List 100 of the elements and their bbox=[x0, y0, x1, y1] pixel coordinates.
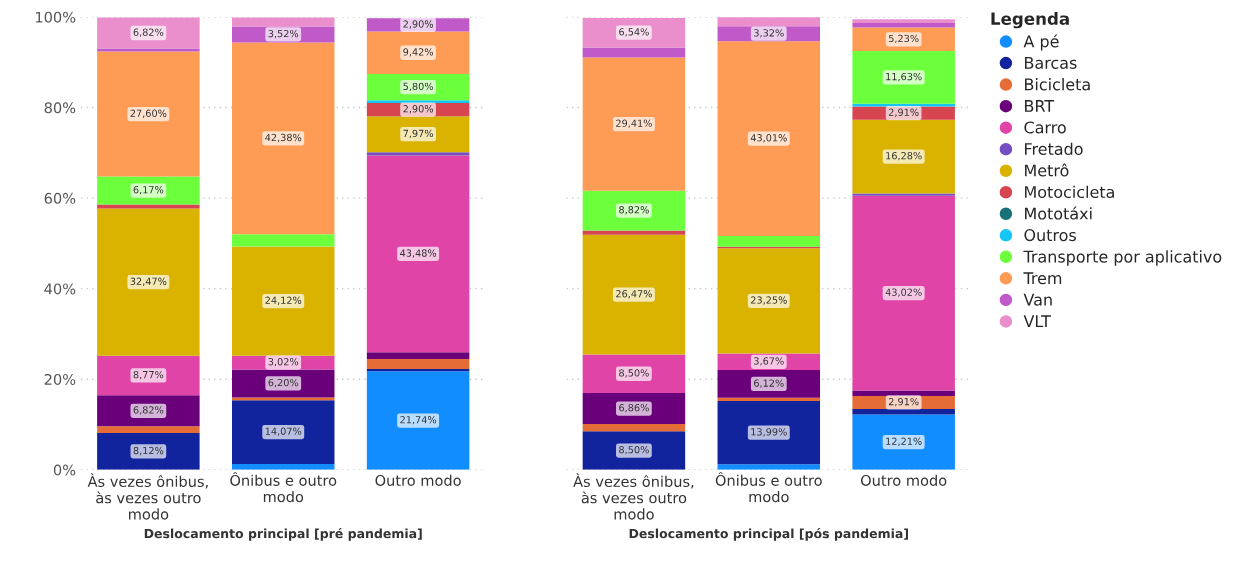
legend-title: Legenda bbox=[991, 12, 1069, 29]
bar bbox=[582, 47, 686, 58]
data-label: 8,82% bbox=[619, 206, 649, 215]
data-label: 27,60% bbox=[130, 109, 167, 118]
data-label: 6,54% bbox=[619, 28, 649, 37]
data-label: 6,17% bbox=[133, 186, 164, 195]
bar bbox=[366, 31, 470, 75]
data-label: 13,99% bbox=[751, 428, 787, 437]
data-label: 8,50% bbox=[619, 369, 649, 378]
data-label: 2,91% bbox=[888, 108, 919, 117]
data-label: 2,90% bbox=[403, 20, 434, 29]
data-label: 11,63% bbox=[886, 72, 922, 82]
bar bbox=[717, 236, 821, 247]
bar bbox=[852, 193, 955, 196]
bar bbox=[231, 246, 335, 356]
x-tick-label: Ônibus e outro modo bbox=[230, 472, 337, 503]
data-label: 5,80% bbox=[403, 82, 434, 92]
data-label: 5,23% bbox=[888, 34, 919, 44]
bar bbox=[852, 51, 955, 104]
data-label: 43,48% bbox=[400, 249, 437, 258]
bar bbox=[582, 234, 686, 355]
data-label: 2,90% bbox=[403, 105, 434, 114]
legend-label: Carro bbox=[1024, 121, 1066, 134]
data-label: 42,38% bbox=[265, 133, 302, 143]
data-label: 6,82% bbox=[133, 28, 164, 37]
bar bbox=[717, 464, 821, 470]
x-tick-label: Outro modo bbox=[860, 474, 947, 486]
data-label: 3,67% bbox=[754, 357, 784, 366]
bar bbox=[717, 401, 821, 465]
legend-label: BRT bbox=[1025, 100, 1055, 112]
data-label: 23,25% bbox=[750, 296, 787, 305]
bar bbox=[97, 355, 200, 396]
bar bbox=[231, 397, 335, 401]
bar bbox=[366, 155, 470, 353]
bar bbox=[582, 424, 686, 432]
legend-label: A pé bbox=[1023, 34, 1059, 51]
data-label: 3,52% bbox=[268, 29, 299, 39]
data-label: 24,12% bbox=[265, 296, 302, 305]
x-tick-label: Ônibus e outro modo bbox=[715, 472, 822, 503]
bar bbox=[366, 371, 470, 470]
bar bbox=[231, 234, 335, 247]
data-label: 12,21% bbox=[886, 437, 922, 446]
bar bbox=[582, 354, 686, 393]
legend-label: Metrô bbox=[1025, 163, 1069, 177]
bar bbox=[582, 230, 686, 235]
bar bbox=[97, 51, 200, 177]
bar bbox=[97, 426, 200, 434]
bar bbox=[717, 17, 821, 27]
bar bbox=[582, 190, 686, 231]
y-tick-label: 0% bbox=[53, 464, 76, 476]
data-label: 43,02% bbox=[885, 288, 922, 297]
bar bbox=[852, 414, 955, 470]
x-tick-label: Às vezes ônibus, às vezes outro modo bbox=[573, 473, 694, 520]
bar bbox=[366, 100, 470, 104]
bar bbox=[97, 48, 200, 52]
legend-label: Outros bbox=[1024, 229, 1076, 242]
legend-label: Mototáxi bbox=[1025, 206, 1092, 220]
legend-label: Trem bbox=[1023, 272, 1062, 285]
bar bbox=[582, 57, 686, 191]
bar bbox=[852, 119, 955, 194]
y-tick-label: 40% bbox=[44, 283, 76, 295]
bar bbox=[717, 248, 821, 354]
y-tick-label: 20% bbox=[44, 373, 76, 385]
data-label: 3,32% bbox=[754, 29, 784, 38]
bar bbox=[231, 400, 335, 464]
bar bbox=[717, 41, 821, 236]
y-tick-label: 100% bbox=[35, 11, 76, 23]
bar bbox=[231, 42, 335, 235]
data-label: 7,97% bbox=[403, 129, 434, 139]
bar bbox=[366, 152, 470, 156]
bar bbox=[852, 19, 955, 23]
data-label: 8,77% bbox=[133, 370, 164, 380]
data-label: 14,07% bbox=[265, 427, 302, 436]
data-label: 2,91% bbox=[888, 397, 919, 407]
data-label: 6,86% bbox=[619, 403, 649, 413]
bar bbox=[852, 390, 955, 396]
y-tick-label: 60% bbox=[44, 192, 76, 204]
data-label: 26,47% bbox=[616, 290, 652, 299]
legend-label: Motocicleta bbox=[1025, 185, 1114, 199]
bar bbox=[717, 397, 821, 401]
bar bbox=[97, 204, 200, 209]
data-label: 6,12% bbox=[754, 379, 784, 388]
data-label: 6,20% bbox=[268, 378, 299, 388]
bar bbox=[231, 17, 335, 27]
x-tick-label: Às vezes ônibus, às vezes outro modo bbox=[87, 473, 208, 520]
x-tick-label: Outro modo bbox=[375, 474, 461, 486]
legend-label: Bicicleta bbox=[1025, 78, 1090, 91]
data-label: 8,50% bbox=[619, 446, 649, 455]
x-axis-title: Deslocamento principal [pós pandemia] bbox=[629, 528, 908, 541]
legend-label: Fretado bbox=[1025, 142, 1083, 156]
legend-label: Barcas bbox=[1025, 57, 1077, 69]
data-label: 16,28% bbox=[886, 152, 922, 161]
data-label: 32,47% bbox=[130, 277, 167, 286]
bar bbox=[97, 208, 200, 356]
data-label: 21,74% bbox=[400, 416, 437, 425]
data-label: 6,82% bbox=[133, 406, 164, 415]
bar bbox=[852, 195, 955, 391]
data-label: 43,01% bbox=[750, 134, 787, 143]
legend-label: VLT bbox=[1023, 315, 1051, 328]
bar bbox=[366, 359, 470, 370]
